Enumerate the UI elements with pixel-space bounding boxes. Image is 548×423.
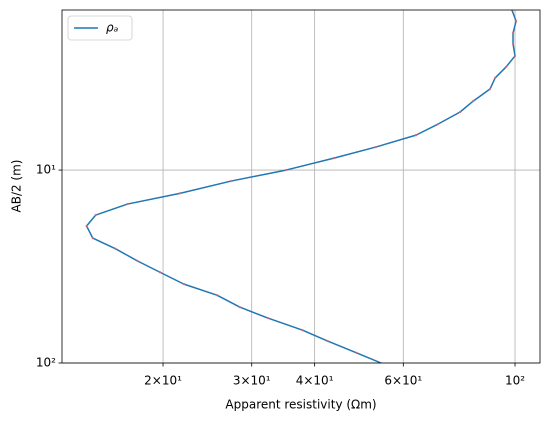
data-point (266, 316, 270, 320)
data-point (374, 145, 377, 149)
ticks: 2×10¹ 3×10¹ 4×10¹ 6×10¹ 10² 10¹ 10² (36, 163, 525, 388)
data-point (355, 351, 358, 355)
data-point (326, 339, 329, 343)
data-point (284, 168, 288, 172)
data-point (332, 156, 336, 160)
data-point (488, 87, 492, 91)
y-axis-label: AB/2 (m) (10, 160, 24, 213)
data-point (229, 179, 233, 183)
y-tick-label: 10² (36, 356, 56, 370)
data-point (436, 122, 440, 126)
x-axis-label: Apparent resistivity (Ωm) (225, 398, 376, 412)
data-point (513, 54, 517, 58)
data-point (472, 99, 475, 103)
data-point (126, 202, 129, 206)
data-point (85, 224, 88, 228)
data-point (182, 282, 186, 286)
y-tick-label: 10¹ (36, 163, 56, 177)
data-point (511, 42, 515, 46)
data-point (414, 133, 418, 137)
axes-frame (61, 9, 541, 364)
x-tick-label: 3×10¹ (233, 374, 271, 388)
data-point (493, 76, 497, 80)
data-point (94, 213, 97, 217)
data-point (178, 192, 182, 195)
x-tick-label: 10² (505, 374, 525, 388)
data-point (458, 110, 462, 114)
data-point (238, 305, 241, 309)
x-tick-label: 4×10¹ (296, 374, 334, 388)
data-point (136, 259, 139, 263)
legend-label: ρₐ (106, 21, 119, 35)
plot-area (85, 10, 518, 363)
data-point (215, 293, 219, 297)
x-tick-label: 2×10¹ (144, 374, 182, 388)
legend-box (67, 15, 133, 41)
data-point (158, 270, 161, 274)
data-point (514, 19, 518, 23)
series-line (85, 10, 517, 363)
data-point (504, 65, 508, 69)
data-point (91, 236, 94, 240)
data-point (511, 31, 515, 35)
x-tick-label: 6×10¹ (384, 374, 422, 388)
legend: ρₐ (67, 15, 133, 41)
data-point (114, 247, 117, 251)
data-point (301, 328, 304, 332)
